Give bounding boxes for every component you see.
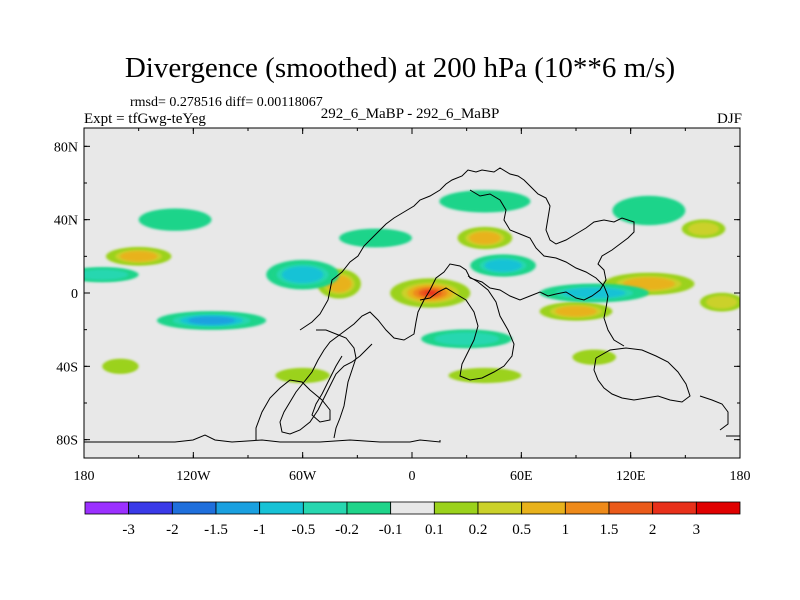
- y-tick-label: 80S: [56, 434, 78, 449]
- colorbar-swatch: [215, 501, 261, 515]
- field-feature-core: [188, 316, 235, 325]
- y-tick-label: 40S: [56, 360, 78, 375]
- field-feature-core: [143, 210, 207, 230]
- field-feature-core: [119, 251, 158, 262]
- y-axis: 80N 40N 0 40S 80S: [54, 140, 740, 449]
- colorbar-swatch: [564, 501, 610, 515]
- coastlines: [84, 167, 740, 443]
- field-feature-core: [469, 231, 501, 245]
- colorbar-swatch: [695, 501, 741, 515]
- colorbar-swatch: [390, 501, 435, 515]
- colorbar-swatch: [433, 501, 479, 515]
- field-feature-core: [344, 230, 407, 246]
- colorbar-label: 3: [693, 522, 701, 538]
- x-tick-label: 0: [409, 469, 416, 484]
- x-tick-label: 60E: [510, 469, 533, 484]
- experiment-label: Expt = tfGwg-teYeg: [84, 111, 206, 127]
- colorbar-label: 0.2: [469, 522, 488, 538]
- field-feature-core: [622, 277, 675, 291]
- field-feature-core: [445, 191, 524, 211]
- field-feature-core: [434, 332, 500, 346]
- x-tick-label: 180: [74, 469, 95, 484]
- field-feature-core: [279, 369, 327, 382]
- colorbar-label: 2: [649, 522, 657, 538]
- x-tick-label: 60W: [289, 469, 317, 484]
- colorbar-swatch: [171, 501, 217, 515]
- colorbar-swatch: [608, 501, 654, 515]
- field-feature-core: [484, 259, 522, 272]
- colorbar: -3 -2 -1.5 -1 -0.5 -0.2 -0.1 0.1 0.2 0.5 1 1.5 2 3: [84, 501, 741, 538]
- y-tick-label: 40N: [54, 214, 78, 229]
- colorbar-label: 0.5: [512, 522, 531, 538]
- x-tick-label: 120E: [616, 469, 646, 484]
- colorbar-swatch: [84, 501, 130, 515]
- season-label: DJF: [716, 111, 742, 127]
- case-label: 292_6_MaBP - 292_6_MaBP: [320, 106, 500, 122]
- x-axis: 180 120W 60W 0 60E 120E 180: [74, 128, 751, 484]
- field-feature-core: [281, 266, 324, 284]
- colorbar-label: -1: [253, 522, 266, 538]
- colorbar-label: -0.5: [291, 522, 315, 538]
- colorbar-swatch: [346, 501, 392, 515]
- field-feature-core: [453, 369, 517, 382]
- colorbar-label: 0.1: [425, 522, 444, 538]
- rmsd-diff-stats: rmsd= 0.278516 diff= 0.00118067: [130, 95, 323, 110]
- field-feature-core: [562, 287, 626, 299]
- colorbar-swatch: [128, 501, 173, 515]
- field-feature-core: [617, 197, 681, 224]
- field-feature-core: [687, 222, 720, 236]
- colorbar-swatch: [302, 501, 348, 515]
- colorbar-swatch: [477, 501, 523, 515]
- field-feature-core: [84, 269, 129, 280]
- colorbar-label: -1.5: [204, 522, 228, 538]
- colorbar-label: -0.1: [379, 522, 403, 538]
- colorbar-swatch: [521, 501, 566, 515]
- y-tick-label: 0: [71, 287, 78, 302]
- colorbar-label: 1.5: [600, 522, 619, 538]
- chart-title: Divergence (smoothed) at 200 hPa (10**6 …: [124, 52, 676, 84]
- colorbar-swatch: [259, 501, 304, 515]
- colorbar-swatch: [652, 501, 697, 515]
- colorbar-label: -3: [122, 522, 135, 538]
- x-tick-label: 180: [730, 469, 751, 484]
- field-feature-core: [575, 350, 613, 364]
- colorbar-label: 1: [562, 522, 570, 538]
- colorbar-label: -2: [166, 522, 179, 538]
- field-feature-core: [104, 360, 137, 373]
- y-tick-label: 80N: [54, 140, 78, 155]
- field-feature-core: [706, 295, 738, 309]
- field-feature-core: [555, 306, 597, 317]
- x-tick-label: 120W: [176, 469, 211, 484]
- colorbar-label: -0.2: [335, 522, 359, 538]
- divergence-field: [84, 190, 740, 383]
